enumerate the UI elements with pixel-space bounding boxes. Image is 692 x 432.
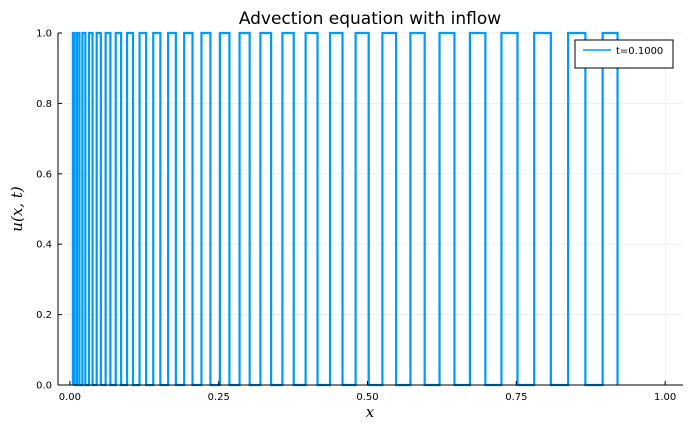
x-axis-label: x (366, 403, 375, 421)
x-tick-label: 1.00 (654, 392, 676, 403)
series-line (71, 31, 619, 387)
grid (58, 32, 683, 386)
y-tick-label: 0.6 (36, 169, 52, 180)
y-tick-label: 0.2 (36, 310, 52, 321)
y-tick-label: 0.8 (36, 99, 52, 110)
x-tick-label: 0.00 (59, 392, 81, 403)
x-tick-label: 0.50 (356, 392, 378, 403)
legend-box (574, 39, 674, 69)
series-layer (71, 31, 619, 387)
y-axis-label: u(x, t) (8, 186, 26, 232)
y-tick-label: 0.4 (36, 240, 52, 251)
chart-title: Advection equation with inflow (239, 9, 501, 29)
y-tick-label: 0.0 (36, 381, 52, 392)
axes-frame (57, 32, 683, 386)
x-tick-label: 0.75 (505, 392, 527, 403)
tick-labels: 0.00 0.25 0.50 0.75 1.00 0.0 0.2 0.4 0.6 0.8 1.0 (36, 29, 676, 404)
x-tick-label: 0.25 (208, 392, 230, 403)
legend-entry: t=0.1000 (616, 46, 663, 57)
legend: t=0.1000 (574, 39, 674, 69)
y-tick-label: 1.0 (36, 29, 52, 40)
